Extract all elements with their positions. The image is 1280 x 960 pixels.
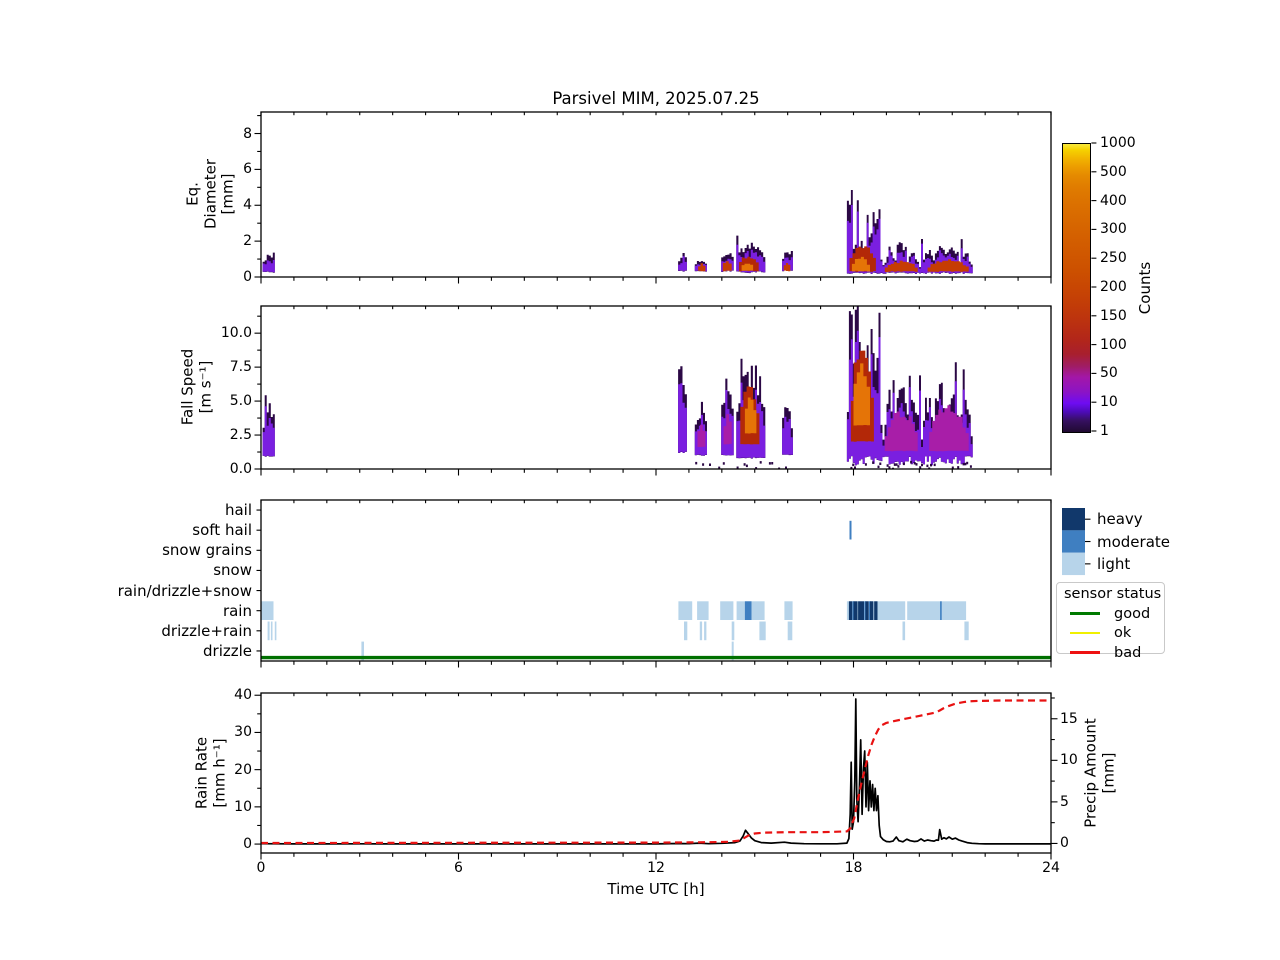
fallspeed-axis-label: Fall Speed [m s⁻¹] [178, 348, 214, 426]
category-label: drizzle+rain [161, 621, 252, 640]
sensor-legend-line [1070, 651, 1100, 654]
precip-amount-tick-label: 10 [1060, 752, 1078, 769]
category-label: rain/drizzle+snow [117, 581, 252, 600]
sensor-legend-label: good [1114, 605, 1151, 622]
rain-rate-curve [260, 698, 1051, 845]
precip-amount-tick-label: 15 [1060, 710, 1078, 727]
sensor-legend-label: bad [1114, 644, 1142, 661]
sensor-status-legend: sensor status good ok bad [1056, 582, 1165, 661]
diameter-heatmap [262, 190, 973, 274]
precip-amount-curve [260, 699, 1051, 845]
colorbar-tick-label: 500 [1100, 163, 1127, 180]
rain-rate-tick-label: 10 [234, 798, 252, 815]
sensor-legend-entry: bad [1064, 645, 1164, 661]
sensor-legend-entry: ok [1064, 625, 1164, 641]
colorbar-title: Counts [1136, 261, 1155, 315]
colorbar-tick-label: 300 [1100, 221, 1127, 238]
fallspeed-heatmap [262, 306, 973, 469]
time-axis-label: Time UTC [h] [607, 880, 705, 898]
x-tick-label: 18 [844, 860, 863, 876]
sensor-legend-title: sensor status [1064, 586, 1162, 602]
precip-amount-tick-label: 0 [1060, 835, 1069, 852]
category-label: soft hail [192, 521, 252, 540]
sensor-legend-line [1070, 631, 1100, 635]
x-tick-label: 12 [647, 860, 665, 876]
diameter-tick-label: 4 [243, 197, 252, 214]
intensity-legend-label: light [1097, 554, 1131, 573]
fallspeed-tick-label: 2.5 [229, 427, 252, 444]
rain-rate-lines [260, 698, 1051, 845]
diameter-axis-label: Eq. Diameter [mm] [183, 158, 237, 230]
diameter-tick-label: 0 [243, 269, 252, 285]
x-tick-label: 6 [454, 860, 463, 876]
diameter-tick-label: 2 [243, 233, 252, 250]
colorbar-tick-label: 10 [1100, 394, 1118, 411]
precip-amount-axis-label: Precip Amount [mm] [1081, 718, 1117, 828]
rain-rate-tick-label: 40 [234, 687, 252, 704]
intensity-legend-label: heavy [1097, 510, 1143, 529]
colorbar-tick-label: 1000 [1100, 135, 1136, 151]
rain-rate-tick-label: 0 [243, 836, 252, 853]
category-label: hail [224, 501, 252, 520]
fallspeed-tick-label: 7.5 [229, 359, 252, 376]
diameter-tick-label: 6 [243, 161, 252, 178]
colorbar-tick-label: 50 [1100, 365, 1118, 382]
sensor-legend-label: ok [1114, 625, 1132, 641]
precip-amount-tick-label: 5 [1060, 793, 1069, 810]
intensity-legend [1062, 508, 1085, 576]
sensor-legend-line [1070, 612, 1100, 615]
counts-colorbar [1062, 143, 1091, 433]
precip-class-bars [261, 520, 1051, 661]
rain-rate-tick-label: 20 [234, 761, 252, 778]
rain-rate-axis-label: Rain Rate [mm h⁻¹] [192, 736, 228, 810]
fallspeed-tick-label: 0.0 [229, 461, 252, 477]
sensor-legend-entry: good [1064, 606, 1164, 622]
x-tick-label: 24 [1042, 860, 1060, 876]
category-label: drizzle [203, 641, 252, 660]
axes [254, 111, 1097, 860]
colorbar-tick-label: 1 [1100, 423, 1109, 439]
rain-rate-tick-label: 30 [234, 724, 252, 741]
x-tick-label: 0 [256, 860, 266, 876]
colorbar-tick-label: 200 [1100, 279, 1127, 295]
colorbar-tick-label: 400 [1100, 192, 1127, 209]
fallspeed-tick-label: 10.0 [220, 325, 252, 342]
category-label: rain [222, 601, 252, 620]
intensity-legend-label: moderate [1097, 532, 1171, 551]
diameter-tick-label: 8 [243, 125, 252, 142]
category-label: snow [213, 561, 252, 580]
figure-title: Parsivel MIM, 2025.07.25 [552, 89, 760, 108]
category-label: snow grains [162, 541, 252, 560]
fallspeed-tick-label: 5.0 [229, 393, 252, 410]
colorbar-tick-label: 150 [1100, 307, 1127, 324]
colorbar-tick-label: 250 [1100, 250, 1127, 267]
colorbar-tick-label: 100 [1100, 336, 1127, 353]
